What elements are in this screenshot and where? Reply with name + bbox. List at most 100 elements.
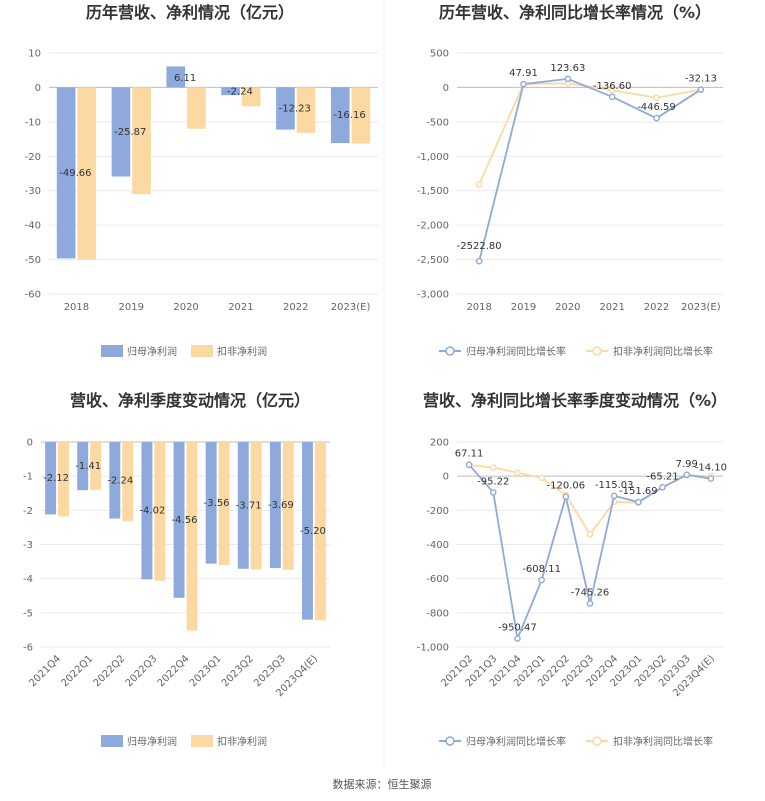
y-tick-label: -10 (25, 117, 41, 128)
data-point (538, 576, 545, 584)
bar-net-profit (141, 442, 153, 580)
data-point (564, 75, 572, 83)
data-point (653, 94, 660, 102)
data-point (659, 484, 666, 491)
bar-deducted-profit (186, 442, 198, 631)
bar-deducted-profit (58, 442, 69, 517)
legend-marker-deducted-growth (592, 346, 602, 356)
x-tick-label: 2022Q4 (156, 653, 192, 689)
data-label: -49.66 (59, 168, 91, 179)
chart-title: 营收、净利同比增长率季度变动情况（%） (423, 391, 727, 410)
bar-deducted-profit (218, 442, 230, 565)
y-tick-label: -2,000 (417, 221, 449, 232)
data-label: -14.10 (695, 463, 727, 474)
data-label: -2.12 (43, 473, 69, 484)
data-point (475, 181, 483, 188)
bar-deducted-profit (122, 442, 134, 522)
data-label: -745.26 (571, 587, 610, 598)
series-line-net-growth (478, 77, 702, 262)
data-label: -5.20 (300, 526, 326, 537)
bar-deducted-profit (282, 442, 294, 570)
y-tick-label: -30 (25, 186, 41, 197)
chart-title: 营收、净利季度变动情况（亿元） (70, 391, 310, 410)
bar-deducted-profit (241, 87, 261, 107)
data-point (635, 498, 642, 506)
bar-deducted-profit (296, 87, 316, 133)
y-tick-label: -800 (426, 608, 449, 619)
legend-marker-net-growth (445, 736, 455, 746)
data-point (520, 80, 527, 88)
data-label: -3.56 (204, 498, 230, 509)
bar-net-profit (45, 442, 57, 515)
data-label: -2.24 (227, 86, 253, 97)
data-label: 7.99 (676, 459, 698, 470)
y-tick-label: -600 (426, 574, 449, 585)
data-label: -136.60 (593, 81, 632, 92)
y-tick-label: -500 (426, 117, 449, 128)
y-tick-label: -1 (23, 472, 33, 483)
x-tick-label: 2021 (228, 302, 253, 313)
data-label: -12.23 (279, 103, 311, 114)
chart-quarterly-growth: 营收、净利同比增长率季度变动情况（%） 200 0 -200 -400 -600 -800… (417, 391, 727, 748)
x-tick-label: 2022 (283, 302, 308, 313)
y-tick-label: -1,000 (417, 643, 449, 654)
data-label: -32.13 (685, 74, 717, 85)
x-tick-label: 2019 (511, 302, 536, 313)
y-tick-label: -6 (23, 643, 33, 654)
bar-net-profit (276, 87, 295, 130)
series-line-deducted-growth (478, 82, 701, 185)
bar-deducted-profit (132, 87, 151, 195)
legend-label-deducted-profit: 扣非净利润 (217, 735, 267, 748)
y-tick-label: -5 (23, 608, 33, 619)
bar-net-profit (237, 442, 249, 569)
y-tick-label: 0 (443, 472, 449, 483)
data-label: -25.87 (114, 127, 146, 138)
data-point (465, 461, 473, 469)
bar-net-profit (109, 442, 121, 519)
x-tick-label: 2021 (599, 302, 624, 313)
data-label: -95.22 (477, 476, 509, 487)
legend: 归母净利润 扣非净利润 (101, 735, 267, 748)
legend-swatch-deducted-profit (191, 345, 213, 357)
data-label: 123.63 (550, 63, 585, 74)
y-tick-label: 0 (443, 83, 449, 94)
bar-deducted-profit (250, 442, 262, 570)
x-tick-label: 2023Q2 (220, 653, 256, 689)
chart-title: 历年营收、净利同比增长率情况（%） (439, 3, 711, 22)
bar-net-profit (77, 442, 89, 491)
x-tick-label: 2022Q3 (124, 653, 160, 689)
data-label: -115.03 (595, 480, 634, 491)
legend-label-deducted-growth: 扣非净利润同比增长率 (613, 345, 713, 358)
data-point (610, 492, 618, 500)
bar-deducted-profit (187, 87, 206, 129)
y-tick-label: -60 (25, 290, 41, 301)
data-label: -4.02 (139, 506, 165, 517)
x-tick-label: 2020 (173, 302, 198, 313)
data-label: -4.56 (172, 515, 198, 526)
data-point (683, 471, 691, 479)
y-tick-label: -40 (25, 221, 41, 232)
y-tick-label: 0 (27, 438, 33, 449)
data-point (586, 530, 594, 538)
bar-net-profit (205, 442, 217, 564)
data-point (608, 86, 616, 94)
data-label: 67.11 (455, 449, 484, 460)
bar-net-profit (221, 87, 240, 96)
x-tick-label: 2018 (64, 302, 89, 313)
data-point (475, 257, 483, 265)
bar-net-profit (269, 442, 281, 569)
data-point (538, 474, 545, 482)
data-point (707, 475, 715, 482)
x-tick-label: 2020 (555, 302, 580, 313)
data-label: -120.06 (547, 481, 586, 492)
data-point (608, 93, 616, 101)
data-label: -2522.80 (457, 241, 502, 252)
x-tick-label: 2023(E) (681, 302, 721, 313)
y-tick-label: 0 (35, 83, 41, 94)
y-tick-label: -3 (23, 540, 33, 551)
data-source-footer: 数据来源：恒生聚源 (333, 777, 432, 791)
data-label: 47.91 (509, 68, 538, 79)
chart-annual-growth: 历年营收、净利同比增长率情况（%） 500 0 -500 -1,000 -1,500 -2… (417, 3, 723, 358)
legend: 归母净利润同比增长率 扣非净利润同比增长率 (439, 735, 713, 748)
data-label: -950.47 (498, 623, 537, 634)
